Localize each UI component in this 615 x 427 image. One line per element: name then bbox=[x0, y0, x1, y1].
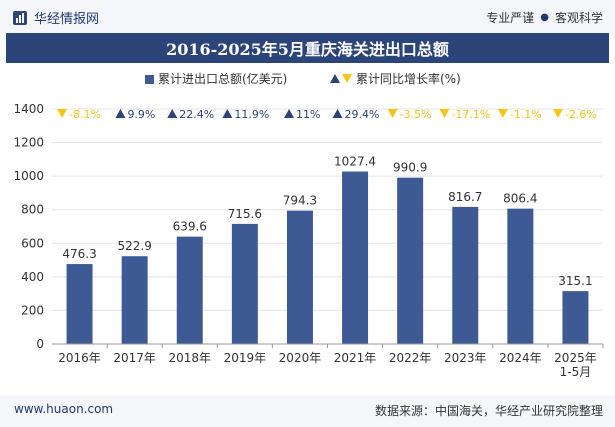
bar-value-label: 990.9 bbox=[393, 161, 427, 175]
bar-value-label: 639.6 bbox=[173, 220, 207, 234]
up-triangle-icon bbox=[222, 109, 233, 118]
footer: www.huaon.com 数据来源：中国海关，华经产业研究院整理 bbox=[0, 395, 615, 427]
x-tick-label: 2020年 bbox=[279, 351, 322, 365]
tag-professional: 专业严谨 bbox=[486, 11, 535, 25]
y-tick-label: 400 bbox=[21, 270, 44, 284]
up-triangle-icon bbox=[284, 109, 295, 118]
legend-label-growth: 累计同比增长率(%) bbox=[356, 71, 461, 86]
y-tick-label: 1200 bbox=[13, 136, 44, 150]
growth-rate-label: 11% bbox=[296, 108, 320, 121]
x-tick-label: 2023年 bbox=[444, 351, 487, 365]
down-triangle-icon bbox=[497, 109, 508, 118]
y-tick-label: 200 bbox=[21, 303, 44, 317]
bar[interactable] bbox=[397, 177, 424, 344]
bar[interactable] bbox=[286, 210, 313, 344]
bar[interactable] bbox=[66, 264, 93, 344]
growth-rate-label: -1.1% bbox=[510, 108, 542, 121]
up-triangle-icon bbox=[167, 109, 178, 118]
bar[interactable] bbox=[452, 206, 479, 344]
header-tags: 专业严谨 ● 客观科学 bbox=[486, 9, 603, 26]
y-tick-label: 0 bbox=[36, 337, 44, 351]
bar[interactable] bbox=[342, 171, 369, 344]
bar-value-label: 315.1 bbox=[558, 274, 592, 288]
bar-value-label: 476.3 bbox=[62, 247, 96, 261]
x-tick-label: 2016年 bbox=[58, 351, 101, 365]
down-triangle-icon bbox=[552, 109, 563, 118]
x-tick-label: 2024年 bbox=[499, 351, 542, 365]
legend-label-total: 累计进出口总额(亿美元) bbox=[158, 71, 287, 86]
bar[interactable] bbox=[121, 256, 148, 344]
bar-value-label: 522.9 bbox=[117, 239, 151, 253]
bullet-icon: ● bbox=[540, 12, 549, 23]
y-tick-label: 800 bbox=[21, 203, 44, 217]
chart-bars bbox=[66, 171, 589, 344]
bar-value-label: 715.6 bbox=[228, 207, 262, 221]
growth-rate-label: 11.9% bbox=[234, 108, 269, 121]
bar-value-label: 1027.4 bbox=[334, 155, 376, 169]
legend: 累计进出口总额(亿美元) 累计同比增长率(%) bbox=[145, 71, 461, 86]
legend-down-triangle-icon bbox=[342, 74, 352, 83]
chart-title: 2016-2025年5月重庆海关进出口总额 bbox=[166, 40, 449, 59]
x-tick-label: 2022年 bbox=[389, 351, 432, 365]
bar-value-labels: 476.3 522.9 639.6 715.6 794.3 1027.4 990.9 816.… bbox=[62, 155, 592, 289]
y-axis: 0 200 400 600 800 1000 1200 1400 bbox=[13, 102, 44, 351]
y-tick-label: 1400 bbox=[13, 102, 44, 116]
up-triangle-icon bbox=[115, 109, 126, 118]
data-source: 数据来源：中国海关，华经产业研究院整理 bbox=[374, 404, 603, 418]
growth-rate-label: -17.1% bbox=[451, 108, 490, 121]
bar-value-label: 806.4 bbox=[503, 192, 537, 206]
growth-rate-label: -8.1% bbox=[69, 108, 101, 121]
growth-labels: -8.1% 9.9% 22.4% 11.9% 11% 29.4% -3.5% -17.1% -1… bbox=[57, 108, 597, 121]
bar[interactable] bbox=[176, 236, 203, 344]
brand-name: 华经情报网 bbox=[34, 12, 100, 27]
brand[interactable]: 华经情报网 bbox=[12, 8, 99, 27]
down-triangle-icon bbox=[57, 109, 68, 118]
up-triangle-icon bbox=[332, 109, 343, 118]
bar-value-label: 794.3 bbox=[283, 194, 317, 208]
top-bar: 华经情报网 专业严谨 ● 客观科学 bbox=[0, 0, 615, 33]
growth-rate-label: -2.6% bbox=[565, 108, 597, 121]
chart: 0 200 400 600 800 1000 1200 1400 2016年 2017年 2018… bbox=[13, 71, 604, 379]
logo-icon bbox=[13, 10, 27, 25]
bar[interactable] bbox=[231, 223, 258, 344]
x-axis: 2016年 2017年 2018年 2019年 2020年 2021年 2022年 2023年… bbox=[52, 343, 604, 379]
down-triangle-icon bbox=[439, 109, 450, 118]
growth-rate-label: 9.9% bbox=[127, 108, 155, 121]
bar[interactable] bbox=[507, 208, 534, 344]
growth-rate-label: -3.5% bbox=[400, 108, 432, 121]
tag-objective: 客观科学 bbox=[554, 11, 603, 25]
y-tick-label: 600 bbox=[21, 236, 44, 250]
down-triangle-icon bbox=[387, 109, 398, 118]
bar-value-label: 816.7 bbox=[448, 190, 482, 204]
growth-rate-label: 29.4% bbox=[345, 108, 380, 121]
y-tick-label: 1000 bbox=[13, 169, 44, 183]
footer-url[interactable]: www.huaon.com bbox=[14, 402, 114, 416]
legend-up-triangle-icon bbox=[330, 74, 340, 83]
x-tick-label: 2018年 bbox=[168, 351, 211, 365]
growth-rate-label: 22.4% bbox=[179, 108, 214, 121]
x-tick-label: 2025年 1-5月 bbox=[554, 351, 597, 379]
legend-swatch-total bbox=[145, 75, 154, 84]
x-tick-label: 2021年 bbox=[334, 351, 377, 365]
x-tick-label: 2017年 bbox=[113, 351, 156, 365]
chart-title-bar: 2016-2025年5月重庆海关进出口总额 bbox=[6, 33, 609, 63]
x-tick-label: 2019年 bbox=[224, 351, 267, 365]
bar[interactable] bbox=[562, 291, 589, 344]
